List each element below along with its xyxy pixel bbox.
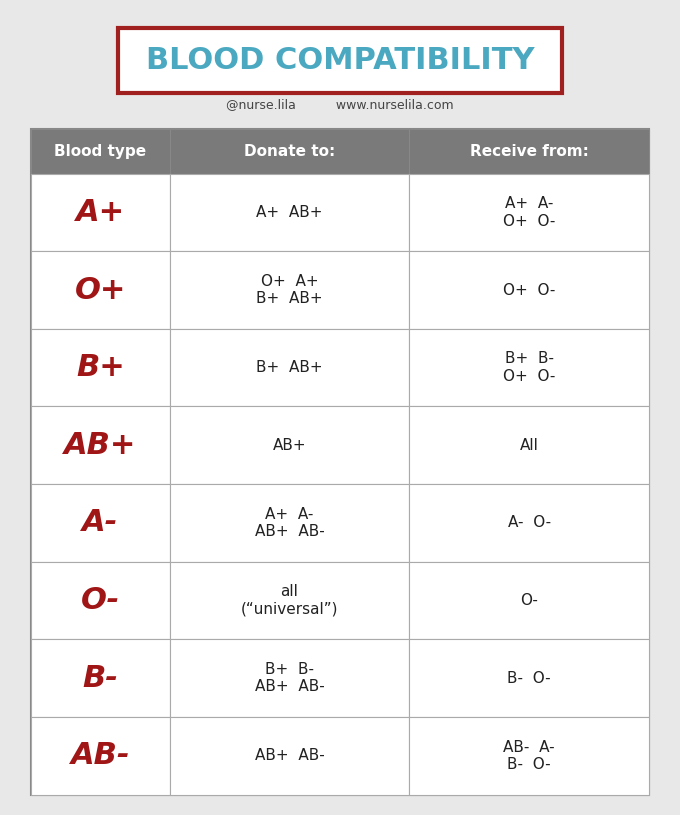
Text: O-: O- [520,593,538,608]
Text: AB+: AB+ [64,431,137,460]
Text: O+  O-: O+ O- [503,283,556,297]
Text: O+  A+
B+  AB+: O+ A+ B+ AB+ [256,274,323,306]
Text: A-: A- [82,509,118,537]
Text: AB-  A-
B-  O-: AB- A- B- O- [503,740,555,772]
Text: B+  B-
O+  O-: B+ B- O+ O- [503,351,556,384]
FancyBboxPatch shape [31,717,170,795]
FancyBboxPatch shape [31,174,170,251]
Text: all
(“universal”): all (“universal”) [241,584,339,617]
Text: BLOOD COMPATIBILITY: BLOOD COMPATIBILITY [146,46,534,75]
FancyBboxPatch shape [170,562,409,640]
FancyBboxPatch shape [170,251,409,328]
Text: B+: B+ [76,353,124,382]
Text: AB+: AB+ [273,438,307,453]
FancyBboxPatch shape [409,130,649,174]
FancyBboxPatch shape [409,717,649,795]
Text: B-: B- [82,663,118,693]
Text: A-  O-: A- O- [507,515,551,531]
FancyBboxPatch shape [170,717,409,795]
FancyBboxPatch shape [170,484,409,562]
FancyBboxPatch shape [409,328,649,407]
Text: B+  AB+: B+ AB+ [256,360,323,375]
FancyBboxPatch shape [170,640,409,717]
FancyBboxPatch shape [409,562,649,640]
Text: Blood type: Blood type [54,144,146,159]
Text: O+: O+ [75,275,126,305]
FancyBboxPatch shape [118,29,562,93]
FancyBboxPatch shape [31,130,649,795]
FancyBboxPatch shape [31,130,170,174]
FancyBboxPatch shape [31,484,170,562]
FancyBboxPatch shape [31,562,170,640]
FancyBboxPatch shape [170,407,409,484]
Text: A+  A-
O+  O-: A+ A- O+ O- [503,196,556,228]
FancyBboxPatch shape [31,407,170,484]
Text: All: All [520,438,539,453]
FancyBboxPatch shape [409,407,649,484]
Text: B-  O-: B- O- [507,671,551,685]
Text: A+  AB+: A+ AB+ [256,205,323,220]
FancyBboxPatch shape [31,328,170,407]
Text: Receive from:: Receive from: [470,144,589,159]
Text: AB+  AB-: AB+ AB- [255,748,324,764]
Text: A+  A-
AB+  AB-: A+ A- AB+ AB- [255,507,324,540]
Text: O-: O- [81,586,120,615]
FancyBboxPatch shape [170,174,409,251]
FancyBboxPatch shape [31,640,170,717]
Text: @nurse.lila          www.nurselila.com: @nurse.lila www.nurselila.com [226,99,454,112]
Text: AB-: AB- [71,742,130,770]
FancyBboxPatch shape [170,130,409,174]
FancyBboxPatch shape [409,640,649,717]
FancyBboxPatch shape [409,174,649,251]
FancyBboxPatch shape [31,251,170,328]
FancyBboxPatch shape [409,484,649,562]
Text: A+: A+ [76,198,125,227]
Text: Donate to:: Donate to: [244,144,335,159]
FancyBboxPatch shape [170,328,409,407]
Text: B+  B-
AB+  AB-: B+ B- AB+ AB- [255,662,324,694]
FancyBboxPatch shape [409,251,649,328]
